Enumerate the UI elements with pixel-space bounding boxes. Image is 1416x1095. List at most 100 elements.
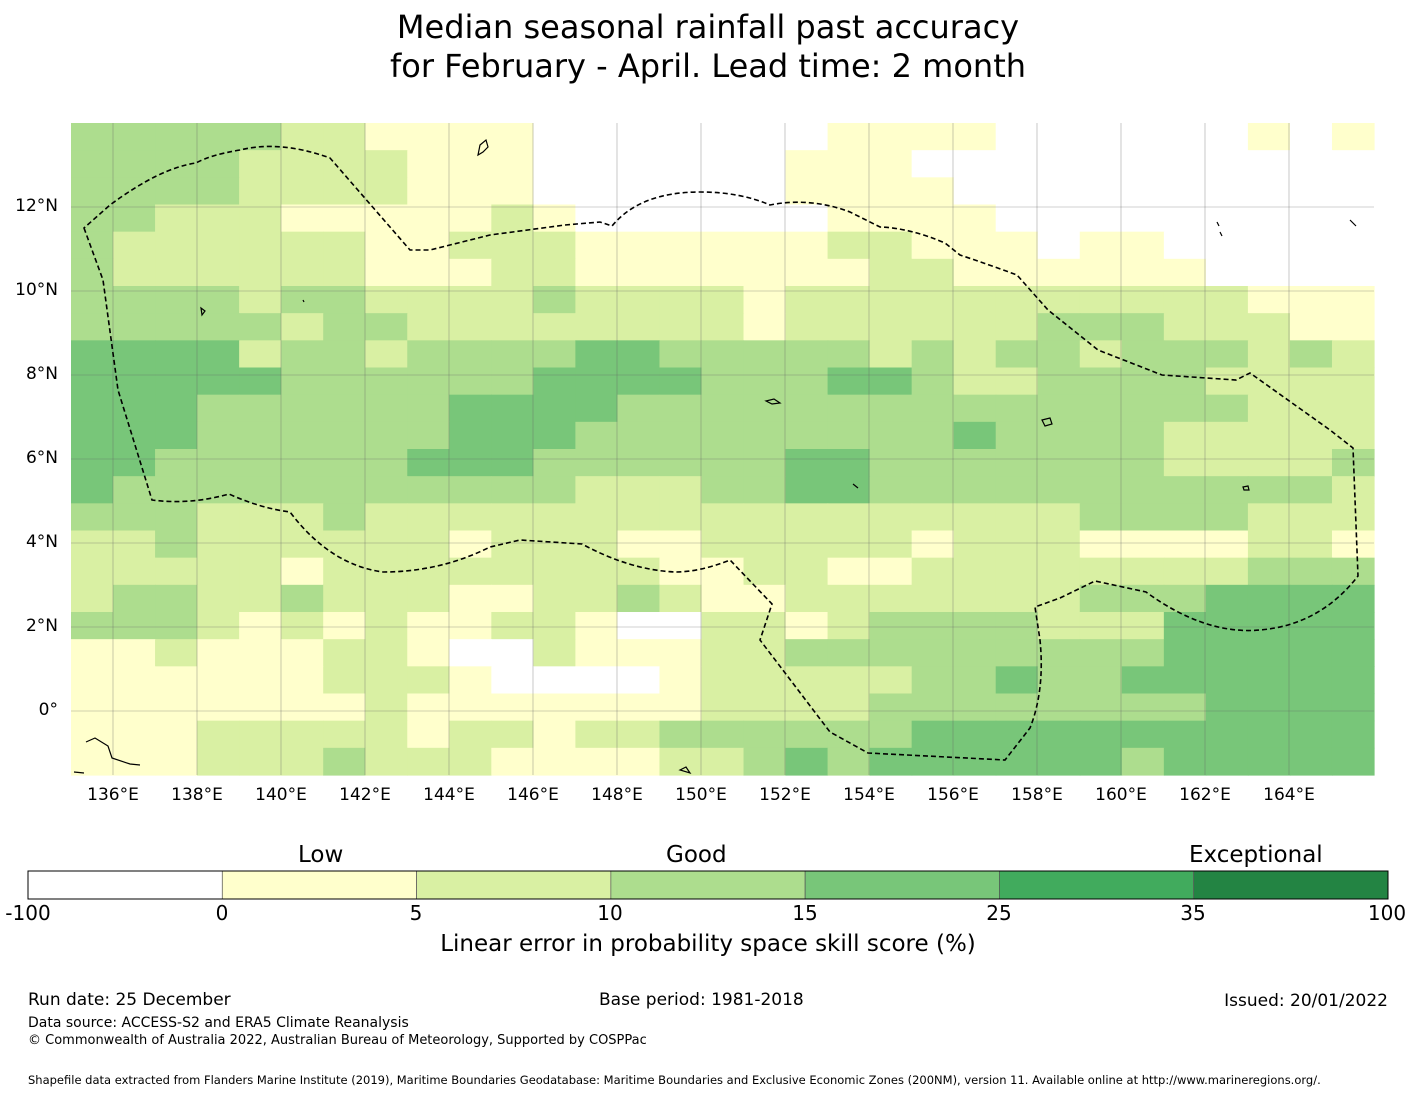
grid-cell xyxy=(113,557,156,586)
grid-cell xyxy=(1037,449,1081,477)
grid-cell xyxy=(617,123,661,151)
grid-cell xyxy=(407,177,450,206)
grid-cell xyxy=(869,666,913,695)
grid-cell xyxy=(155,693,198,722)
grid-cell xyxy=(659,476,703,504)
grid-cell xyxy=(407,449,450,477)
grid-cell xyxy=(407,530,450,559)
grid-cell xyxy=(575,503,619,532)
grid-cell xyxy=(491,693,534,722)
grid-cell xyxy=(365,367,408,396)
grid-cell xyxy=(449,584,492,613)
grid-cell xyxy=(1289,150,1333,178)
lat-label-12n: 12°N xyxy=(15,196,58,216)
grid-cell xyxy=(365,258,408,287)
grid-cell xyxy=(533,394,576,423)
grid-cell xyxy=(1331,340,1375,369)
grid-cell xyxy=(743,530,787,559)
grid-cell xyxy=(155,286,198,314)
grid-cell xyxy=(281,313,324,341)
grid-cell xyxy=(1037,557,1081,586)
grid-cell xyxy=(869,421,913,450)
grid-cell xyxy=(701,747,745,776)
grid-cell xyxy=(743,394,787,423)
grid-cell xyxy=(491,720,534,749)
grid-cell xyxy=(575,584,619,613)
grid-cell xyxy=(281,612,324,640)
grid-cell xyxy=(869,204,913,233)
lon-label-150e: 150°E xyxy=(675,785,727,805)
grid-cell xyxy=(953,150,997,178)
grid-cell xyxy=(827,340,871,369)
grid-cell xyxy=(953,584,997,613)
grid-cell xyxy=(491,476,534,504)
grid-cell xyxy=(197,313,240,341)
grid-cell xyxy=(995,123,1039,151)
graticule xyxy=(71,123,1374,775)
grid-cell xyxy=(323,204,366,233)
grid-cell xyxy=(701,639,745,667)
grid-cell xyxy=(869,449,913,477)
grid-cell xyxy=(323,313,366,341)
lat-label-6n: 6°N xyxy=(25,448,58,468)
grid-cell xyxy=(155,258,198,287)
grid-cell xyxy=(239,367,282,396)
lat-label-0: 0° xyxy=(38,700,58,720)
grid-cell xyxy=(659,231,703,260)
grid-cell xyxy=(701,286,745,314)
grid-cell xyxy=(113,693,156,722)
grid-cell xyxy=(785,177,829,206)
grid-cell xyxy=(533,177,576,206)
grid-cell xyxy=(407,204,450,233)
grid-cell xyxy=(827,503,871,532)
grid-cell xyxy=(953,530,997,559)
grid-cell xyxy=(239,231,282,260)
grid-cell xyxy=(533,421,576,450)
grid-cell xyxy=(197,449,240,477)
grid-cell xyxy=(407,584,450,613)
grid-cell xyxy=(449,394,492,423)
grid-cell xyxy=(1079,421,1123,450)
grid-cell xyxy=(1331,666,1375,695)
grid-cell xyxy=(827,123,871,151)
grid-cell xyxy=(113,394,156,423)
grid-cell xyxy=(659,449,703,477)
guam-outline xyxy=(477,138,489,157)
grid-cell xyxy=(953,394,997,423)
grid-cell xyxy=(869,123,913,151)
grid-cell xyxy=(953,449,997,477)
grid-cell xyxy=(239,476,282,504)
grid-cell xyxy=(491,503,534,532)
grid-cell xyxy=(365,747,408,776)
grid-cell xyxy=(449,557,492,586)
grid-cell xyxy=(155,340,198,369)
grid-cell xyxy=(71,476,114,504)
grid-cell xyxy=(575,286,619,314)
lon-label-140e: 140°E xyxy=(255,785,307,805)
grid-cell xyxy=(281,150,324,178)
grid-cell xyxy=(1037,123,1081,151)
grid-cell xyxy=(155,177,198,206)
data-source: Data source: ACCESS-S2 and ERA5 Climate … xyxy=(28,1015,409,1031)
grid-cell xyxy=(1079,476,1123,504)
grid-cell xyxy=(197,693,240,722)
grid-cell xyxy=(407,476,450,504)
grid-cell xyxy=(1205,258,1249,287)
grid-cell xyxy=(827,639,871,667)
grid-cell xyxy=(1121,747,1165,776)
grid-cell xyxy=(785,449,829,477)
grid-cell xyxy=(197,720,240,749)
grid-cell xyxy=(617,313,661,341)
grid-cell xyxy=(491,394,534,423)
grid-cell xyxy=(869,340,913,369)
grid-cell xyxy=(71,177,114,206)
grid-cell xyxy=(995,449,1039,477)
grid-cell xyxy=(1331,258,1375,287)
grid-cell xyxy=(1205,612,1249,640)
grid-cell xyxy=(113,421,156,450)
grid-cell xyxy=(1289,394,1333,423)
grid-cell xyxy=(1205,286,1249,314)
grid-cell xyxy=(785,394,829,423)
grid-cell xyxy=(1079,693,1123,722)
grid-cell xyxy=(1163,394,1207,423)
